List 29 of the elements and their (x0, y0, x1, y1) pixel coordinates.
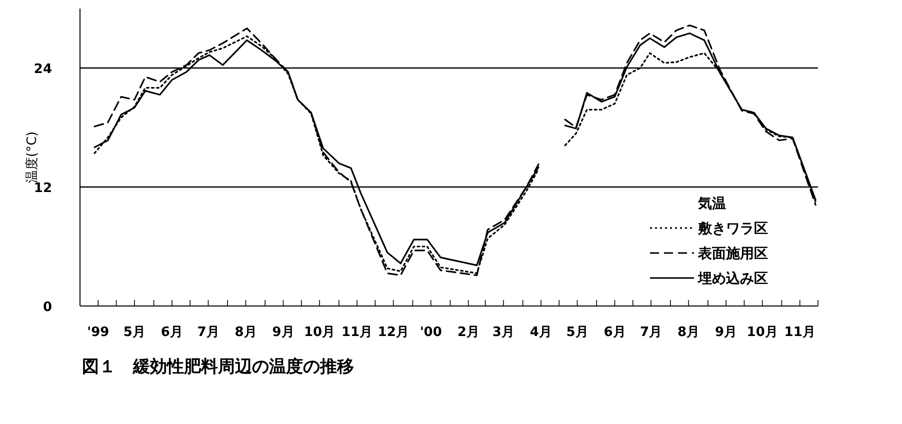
y-tick-label: 24 (34, 62, 52, 77)
legend-label: 埋め込み区 (697, 271, 768, 287)
x-tick-label: 8月 (678, 325, 700, 340)
y-tick-label: 0 (42, 300, 52, 315)
x-tick-label: 5月 (566, 325, 588, 340)
x-tick-label: 9月 (272, 325, 294, 340)
x-tick-label: 10月 (746, 325, 778, 340)
x-tick-label: 4月 (530, 325, 552, 340)
x-tick-label: 2月 (457, 325, 480, 340)
x-tick-label: 7月 (197, 325, 220, 340)
x-tick-label: '00 (420, 325, 442, 340)
x-tick-label: 6月 (604, 325, 626, 340)
x-tick-label: 5月 (123, 325, 146, 340)
legend-title: 気温 (697, 196, 726, 212)
text: 図１ 緩効性肥料周辺の温度の推移 (82, 357, 354, 377)
x-tick-label: 11月 (342, 325, 373, 340)
x-tick-label: 3月 (492, 325, 514, 340)
x-tick-label: 9月 (715, 325, 738, 340)
legend-label: 表面施用区 (697, 246, 768, 262)
x-tick-label: 12月 (378, 325, 409, 340)
legend-label: 敷きワラ区 (697, 221, 768, 237)
x-tick-label: 7月 (640, 325, 662, 340)
x-tick-label: 8月 (234, 325, 257, 340)
y-tick-label: 12 (34, 181, 52, 196)
y-axis-title: 温度(°C) (24, 131, 40, 184)
x-tick-label: '99 (87, 325, 110, 340)
x-tick-label: 10月 (304, 325, 336, 340)
x-tick-label: 6月 (160, 325, 183, 340)
x-tick-label: 11月 (784, 325, 816, 340)
